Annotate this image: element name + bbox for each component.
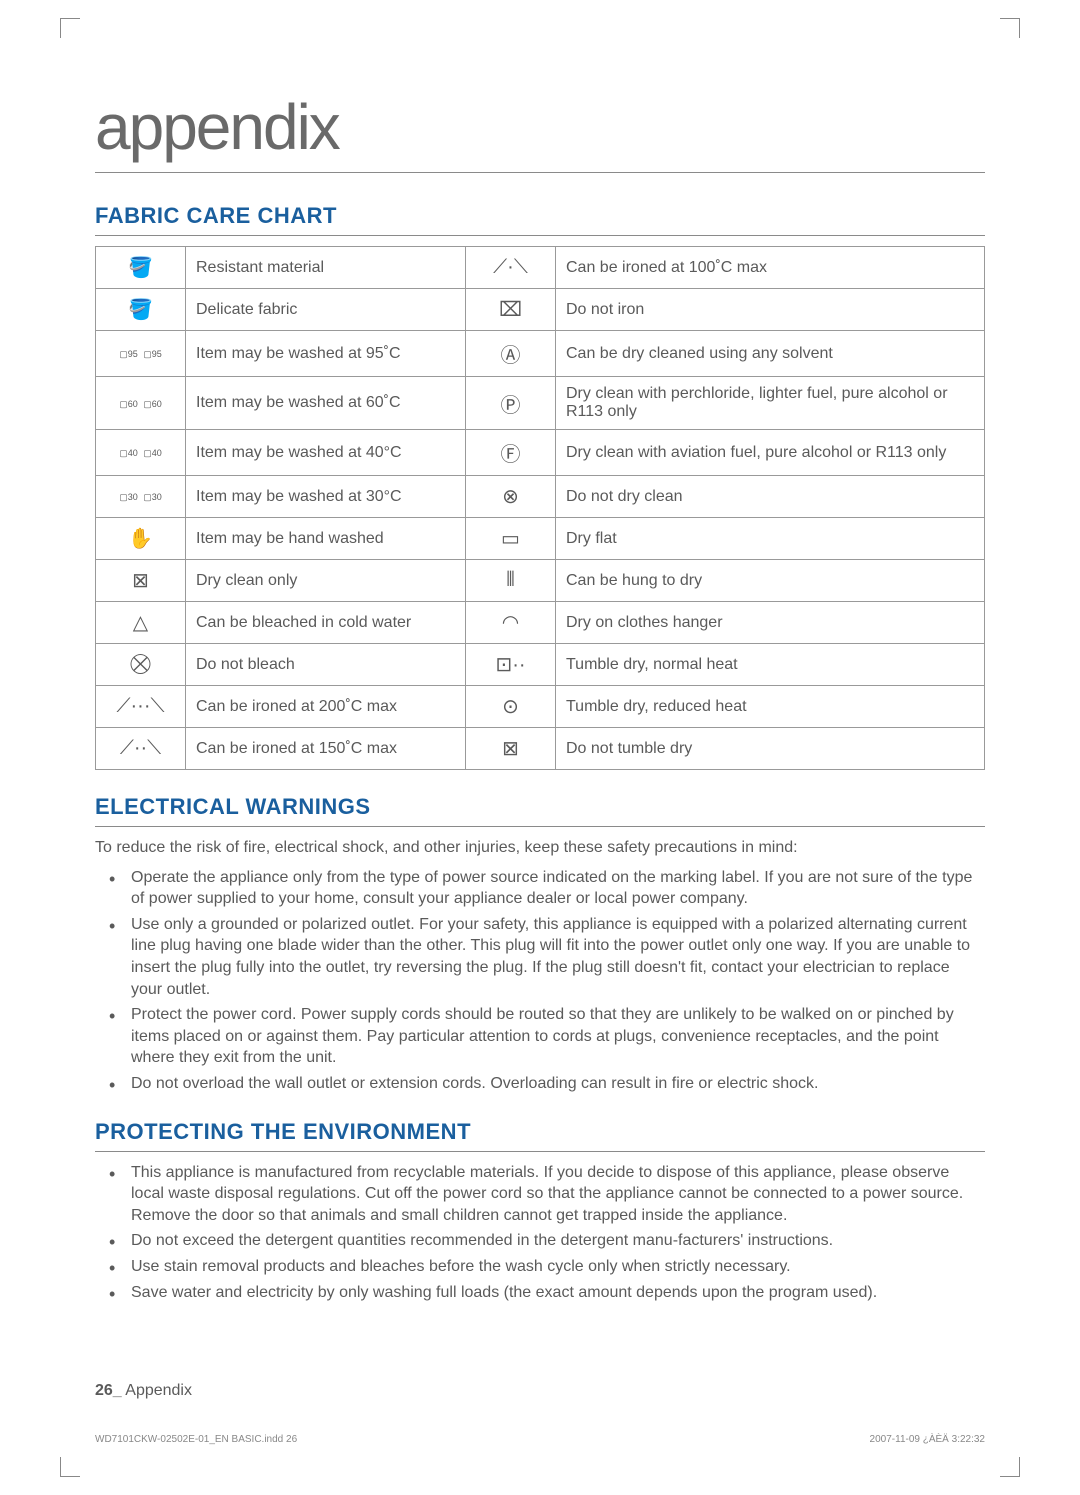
care-icon-left: ⛒	[96, 644, 186, 686]
list-item: Do not exceed the detergent quantities r…	[115, 1230, 985, 1252]
table-row: △Can be bleached in cold water◠Dry on cl…	[96, 602, 985, 644]
list-item: Use stain removal products and bleaches …	[115, 1256, 985, 1278]
list-item: Operate the appliance only from the type…	[115, 867, 985, 910]
table-row: ⛒Do not bleach⊡··Tumble dry, normal heat	[96, 644, 985, 686]
care-desc-left: Resistant material	[186, 247, 466, 289]
care-icon-right: ⊡··	[466, 644, 556, 686]
care-desc-right: Dry clean with perchloride, lighter fuel…	[556, 377, 985, 430]
care-desc-left: Can be ironed at 150˚C max	[186, 728, 466, 770]
care-icon-left: ▢30 ▢30	[96, 476, 186, 518]
table-row: 🪣Delicate fabric⌧Do not iron	[96, 289, 985, 331]
care-desc-right: Tumble dry, reduced heat	[556, 686, 985, 728]
care-desc-right: Can be ironed at 100˚C max	[556, 247, 985, 289]
care-icon-right: Ⓐ	[466, 331, 556, 377]
care-icon-right: ⊙	[466, 686, 556, 728]
table-row: ▢30 ▢30Item may be washed at 30°C⊗Do not…	[96, 476, 985, 518]
care-desc-left: Delicate fabric	[186, 289, 466, 331]
table-row: ▢60 ▢60Item may be washed at 60˚CⓅDry cl…	[96, 377, 985, 430]
table-row: ⊠Dry clean only⦀Can be hung to dry	[96, 560, 985, 602]
list-item: Save water and electricity by only washi…	[115, 1282, 985, 1304]
care-desc-right: Can be hung to dry	[556, 560, 985, 602]
list-item: Use only a grounded or polarized outlet.…	[115, 914, 985, 1000]
page-footer: 26_ Appendix	[95, 1382, 192, 1400]
environment-heading: PROTECTING THE ENVIRONMENT	[95, 1119, 985, 1145]
care-icon-right: ⊠	[466, 728, 556, 770]
care-icon-right: ⊗	[466, 476, 556, 518]
care-desc-right: Tumble dry, normal heat	[556, 644, 985, 686]
care-icon-right: ◠	[466, 602, 556, 644]
care-icon-right: Ⓟ	[466, 377, 556, 430]
table-row: ⟋···⟍Can be ironed at 200˚C max⊙Tumble d…	[96, 686, 985, 728]
care-icon-left: ⟋··⟍	[96, 728, 186, 770]
care-icon-right: ⦀	[466, 560, 556, 602]
table-row: 🪣Resistant material⟋·⟍Can be ironed at 1…	[96, 247, 985, 289]
section-underline	[95, 826, 985, 827]
footer-label: Appendix	[125, 1382, 192, 1399]
care-desc-left: Dry clean only	[186, 560, 466, 602]
environment-list: This appliance is manufactured from recy…	[95, 1162, 985, 1304]
table-row: ✋Item may be hand washed▭Dry flat	[96, 518, 985, 560]
care-desc-right: Dry on clothes hanger	[556, 602, 985, 644]
section-underline	[95, 235, 985, 236]
list-item: Protect the power cord. Power supply cor…	[115, 1004, 985, 1069]
care-icon-left: ▢60 ▢60	[96, 377, 186, 430]
fabric-care-table: 🪣Resistant material⟋·⟍Can be ironed at 1…	[95, 246, 985, 770]
care-desc-left: Item may be washed at 60˚C	[186, 377, 466, 430]
fabric-chart-heading: FABRIC CARE CHART	[95, 203, 985, 229]
care-desc-left: Item may be washed at 95˚C	[186, 331, 466, 377]
care-icon-right: ⟋·⟍	[466, 247, 556, 289]
care-icon-left: ⊠	[96, 560, 186, 602]
page-number: 26_	[95, 1382, 122, 1399]
care-icon-right: Ⓕ	[466, 430, 556, 476]
page-title: appendix	[95, 90, 985, 164]
care-desc-left: Can be bleached in cold water	[186, 602, 466, 644]
section-underline	[95, 1151, 985, 1152]
print-meta-left: WD7101CKW-02502E-01_EN BASIC.indd 26	[95, 1434, 297, 1445]
list-item: Do not overload the wall outlet or exten…	[115, 1073, 985, 1095]
care-desc-left: Item may be washed at 40°C	[186, 430, 466, 476]
list-item: This appliance is manufactured from recy…	[115, 1162, 985, 1227]
table-row: ⟋··⟍Can be ironed at 150˚C max⊠Do not tu…	[96, 728, 985, 770]
care-desc-right: Can be dry cleaned using any solvent	[556, 331, 985, 377]
care-icon-right: ▭	[466, 518, 556, 560]
print-meta-right: 2007-11-09 ¿ÀÈÄ 3:22:32	[870, 1434, 985, 1445]
care-desc-left: Do not bleach	[186, 644, 466, 686]
care-icon-left: ⟋···⟍	[96, 686, 186, 728]
care-icon-left: △	[96, 602, 186, 644]
care-icon-left: ▢95 ▢95	[96, 331, 186, 377]
electrical-intro: To reduce the risk of fire, electrical s…	[95, 837, 985, 859]
care-icon-left: ✋	[96, 518, 186, 560]
care-desc-right: Dry flat	[556, 518, 985, 560]
care-desc-left: Item may be hand washed	[186, 518, 466, 560]
electrical-heading: ELECTRICAL WARNINGS	[95, 794, 985, 820]
electrical-list: Operate the appliance only from the type…	[95, 867, 985, 1095]
title-underline	[95, 172, 985, 173]
care-desc-right: Do not tumble dry	[556, 728, 985, 770]
care-desc-right: Dry clean with aviation fuel, pure alcoh…	[556, 430, 985, 476]
table-row: ▢40 ▢40Item may be washed at 40°CⒻDry cl…	[96, 430, 985, 476]
care-desc-left: Item may be washed at 30°C	[186, 476, 466, 518]
care-desc-left: Can be ironed at 200˚C max	[186, 686, 466, 728]
care-icon-left: 🪣	[96, 247, 186, 289]
care-icon-left: ▢40 ▢40	[96, 430, 186, 476]
care-icon-left: 🪣	[96, 289, 186, 331]
table-row: ▢95 ▢95Item may be washed at 95˚CⒶCan be…	[96, 331, 985, 377]
care-desc-right: Do not dry clean	[556, 476, 985, 518]
care-icon-right: ⌧	[466, 289, 556, 331]
care-desc-right: Do not iron	[556, 289, 985, 331]
